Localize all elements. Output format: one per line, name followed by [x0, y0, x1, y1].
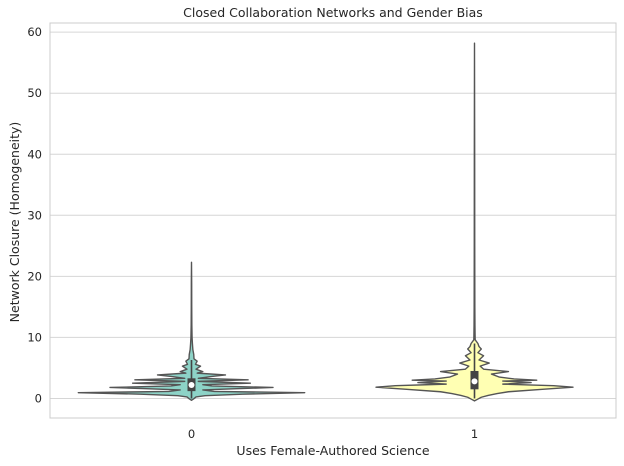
y-tick-label: 20	[27, 269, 42, 283]
y-axis-label: Network Closure (Homogeneity)	[7, 122, 22, 323]
violins	[77, 42, 574, 402]
violin-1	[375, 42, 574, 402]
y-tick-labels: 0 10 20 30 40 50 60	[27, 25, 42, 405]
plot-area	[50, 23, 616, 418]
y-tick-label: 40	[27, 147, 42, 161]
y-tick-label: 10	[27, 330, 42, 344]
x-tick-label: 0	[188, 427, 195, 441]
y-tick-label: 30	[27, 208, 42, 222]
chart-title: Closed Collaboration Networks and Gender…	[183, 5, 483, 20]
y-tick-label: 0	[35, 391, 42, 405]
y-gridlines	[50, 31, 616, 399]
y-tick-label: 60	[27, 25, 42, 39]
violin-median-0	[188, 382, 195, 389]
plot-frame	[49, 22, 617, 419]
violin-0	[77, 261, 306, 401]
y-tick-label: 50	[27, 86, 42, 100]
violin-median-1	[471, 378, 478, 385]
x-axis-label: Uses Female-Authored Science	[236, 443, 429, 458]
x-tick-label: 1	[471, 427, 478, 441]
